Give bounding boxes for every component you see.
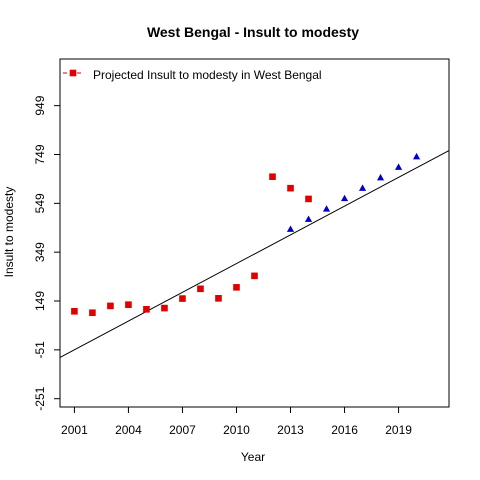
data-point-projected — [358, 184, 367, 191]
data-point-observed — [233, 284, 240, 291]
x-tick-label: 2016 — [331, 423, 358, 437]
y-tick-label: 749 — [33, 144, 47, 164]
y-tick-label: 149 — [33, 291, 47, 311]
data-point-projected — [376, 173, 385, 181]
data-point-observed — [179, 295, 186, 302]
y-axis-label: Insult to modesty — [2, 187, 16, 278]
data-point-projected — [322, 205, 331, 212]
y-tick-label: 349 — [33, 242, 47, 262]
data-point-projected — [286, 225, 295, 232]
x-axis-label: Year — [241, 450, 265, 464]
data-point-observed — [161, 304, 168, 312]
y-tick-label: 549 — [33, 193, 47, 213]
data-point-observed — [287, 184, 294, 192]
data-point-observed — [125, 301, 132, 308]
data-point-projected — [304, 215, 313, 222]
data-point-observed — [197, 285, 204, 293]
plot-area: 2001 2004 2007 2010 2013 2016 2019 -251 -51 149 34… — [33, 58, 450, 437]
y-tick-label: -51 — [33, 341, 47, 359]
data-point-observed — [215, 295, 222, 302]
legend-label: Projected Insult to modesty in West Beng… — [93, 68, 322, 82]
data-point-observed — [269, 173, 276, 181]
data-point-projected — [394, 163, 403, 170]
x-tick-label: 2013 — [277, 423, 304, 437]
data-point-observed — [71, 307, 78, 315]
data-point-projected — [412, 152, 421, 160]
legend: Projected Insult to modesty in West Beng… — [63, 68, 322, 82]
y-tick-label: -251 — [33, 386, 47, 410]
x-tick-label: 2019 — [385, 423, 412, 437]
data-point-projected — [340, 194, 349, 202]
plot-frame — [59, 58, 450, 408]
data-point-observed — [305, 195, 312, 203]
legend-marker — [69, 69, 77, 77]
chart-title: West Bengal - Insult to modesty — [147, 24, 359, 40]
y-tick-label: 949 — [33, 95, 47, 115]
data-point-observed — [107, 302, 114, 310]
data-point-observed — [143, 306, 150, 313]
x-tick-label: 2001 — [61, 423, 88, 437]
trend-line — [60, 150, 449, 358]
x-tick-label: 2010 — [223, 423, 250, 437]
data-point-observed — [251, 272, 258, 280]
x-tick-label: 2007 — [169, 423, 196, 437]
x-tick-label: 2004 — [115, 423, 142, 437]
data-point-observed — [89, 309, 96, 317]
